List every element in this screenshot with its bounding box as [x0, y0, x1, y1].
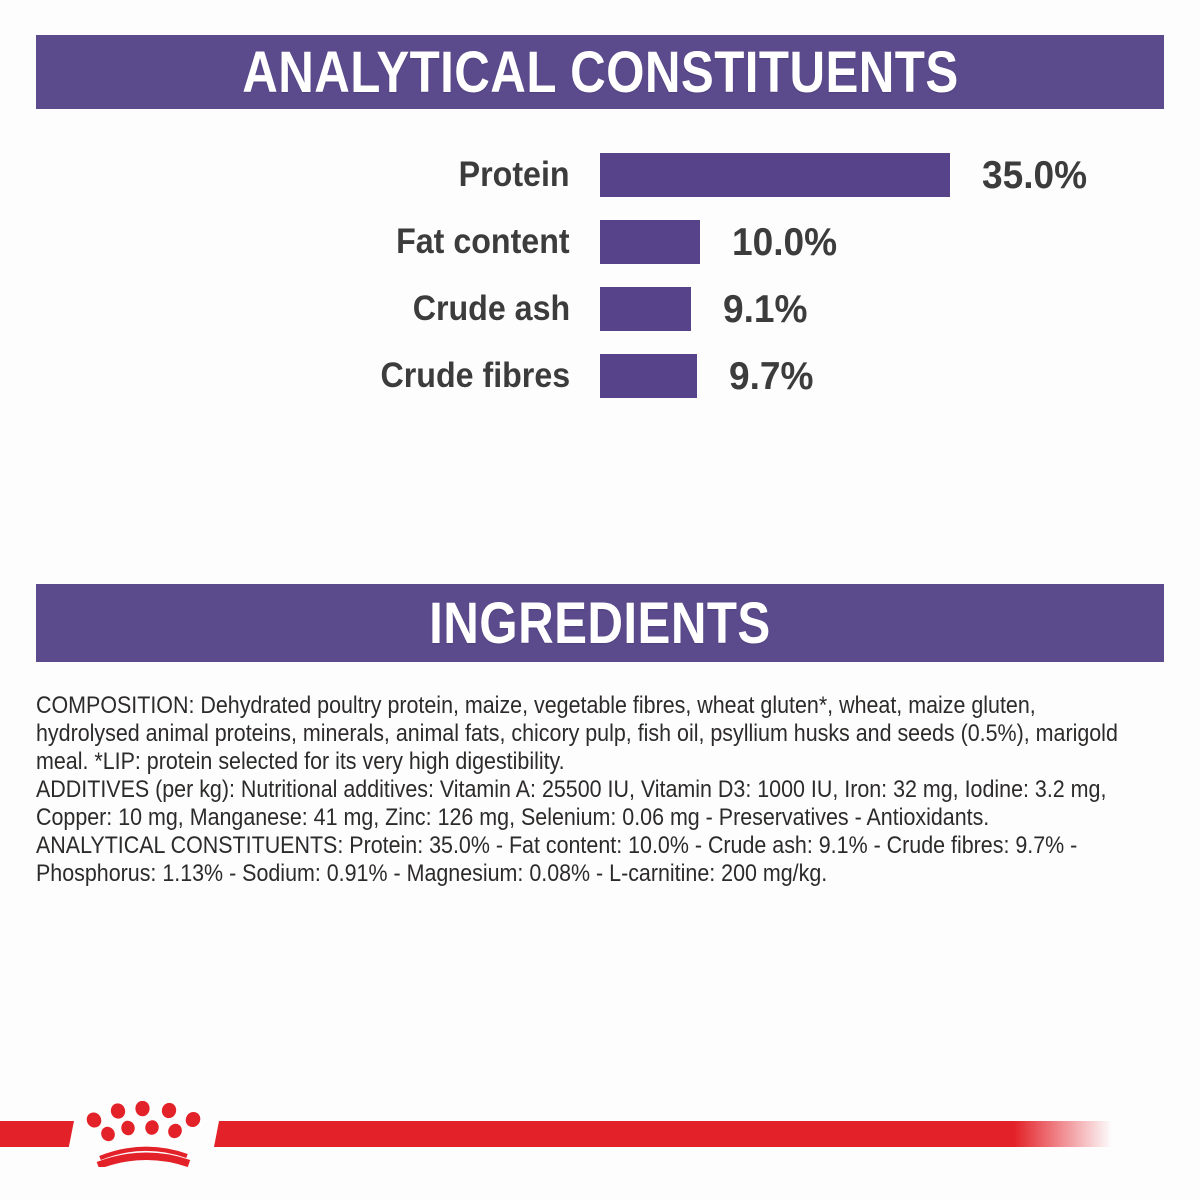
text-line: Phosphorus: 1.13% - Sodium: 0.91% - Magn…: [36, 860, 828, 887]
bar: [600, 153, 950, 197]
bar-label: Protein: [459, 155, 570, 194]
bar-value: 35.0%: [982, 154, 1088, 197]
text-line: meal. *LIP: protein selected for its ver…: [36, 748, 565, 775]
bar-label: Crude fibres: [380, 356, 570, 395]
analytical-constituents-title: ANALYTICAL CONSTITUENTS: [241, 39, 959, 105]
analytical-constituents-chart: Protein 35.0% Fat content 10.0% Crude as…: [0, 0, 1200, 420]
chart-row: Fat content 10.0%: [0, 220, 1200, 264]
chart-row: Crude ash 9.1%: [0, 287, 1200, 331]
text-line: ADDITIVES (per kg): Nutritional additive…: [36, 776, 1107, 803]
ingredients-text: COMPOSITION: Dehydrated poultry protein,…: [36, 692, 1165, 888]
bar-value: 10.0%: [732, 221, 838, 264]
bar: [600, 220, 700, 264]
brand-stripe-right: [214, 1121, 1115, 1147]
text-line: Copper: 10 mg, Manganese: 41 mg, Zinc: 1…: [36, 804, 990, 831]
bar: [600, 287, 691, 331]
bar-label: Crude ash: [412, 289, 570, 328]
bar-label: Fat content: [396, 222, 570, 261]
chart-row: Protein 35.0%: [0, 153, 1200, 197]
brand-stripe-left: [0, 1121, 74, 1147]
bar-value: 9.1%: [723, 288, 808, 331]
text-line: ANALYTICAL CONSTITUENTS: Protein: 35.0% …: [36, 832, 1078, 859]
bar-value: 9.7%: [729, 355, 814, 398]
royal-canin-crown-icon: [86, 1101, 201, 1167]
ingredients-banner: INGREDIENTS: [36, 584, 1164, 662]
ingredients-title: INGREDIENTS: [429, 590, 771, 656]
text-line: hydrolysed animal proteins, minerals, an…: [36, 720, 1118, 747]
text-line: COMPOSITION: Dehydrated poultry protein,…: [36, 692, 1036, 719]
bar: [600, 354, 697, 398]
analytical-constituents-banner: ANALYTICAL CONSTITUENTS: [36, 35, 1164, 109]
chart-row: Crude fibres 9.7%: [0, 354, 1200, 398]
